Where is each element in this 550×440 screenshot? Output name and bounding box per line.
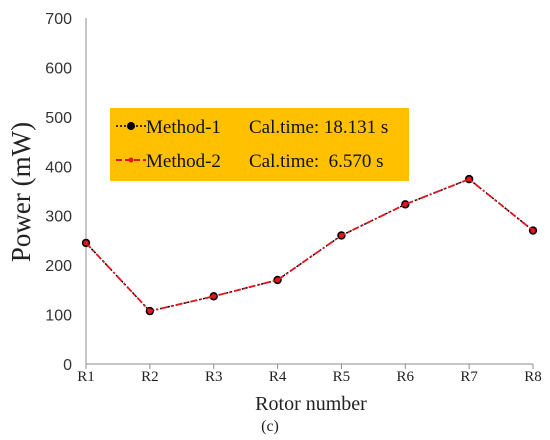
x-tick-labels: R1 R2 R3 R4 R5 R6 R7 R8 — [77, 364, 542, 385]
y-tick-label: 700 — [45, 11, 72, 28]
x-tick-label: R8 — [524, 369, 542, 385]
series-line-method-2 — [85, 178, 534, 313]
y-tick-label: 400 — [45, 159, 72, 176]
x-tick-label: R1 — [77, 369, 95, 385]
y-tick-label: 300 — [45, 209, 72, 226]
y-tick-label: 600 — [45, 60, 72, 77]
series-line-method-1 — [85, 178, 534, 312]
legend: Method-1 Cal.time: 18.131 s Method-2 Cal… — [110, 108, 409, 181]
legend-marker-method-2 — [128, 157, 134, 163]
legend-background — [110, 108, 409, 181]
x-tick-label: R2 — [141, 369, 159, 385]
x-tick-label: R3 — [205, 369, 223, 385]
data-point-method-2 — [274, 277, 281, 283]
figure-caption: (c) — [261, 418, 279, 435]
y-tick-label: 200 — [45, 258, 72, 275]
data-point-method-2 — [211, 293, 217, 299]
y-axis-title: Power (mW) — [6, 122, 36, 262]
legend-marker-method-1 — [127, 122, 135, 130]
y-tick-label: 100 — [45, 308, 72, 325]
data-point-method-2 — [402, 201, 408, 207]
y-tick-labels: 0 100 200 300 400 500 600 700 — [45, 11, 72, 374]
legend-caltime-method-2: Cal.time: 6.570 s — [249, 151, 384, 172]
y-tick-label: 500 — [45, 110, 72, 127]
axes — [85, 18, 533, 365]
legend-name-method-1: Method-1 — [146, 117, 221, 138]
y-tick-label: 0 — [63, 357, 72, 374]
legend-caltime-method-1: Cal.time: 18.131 s — [249, 117, 388, 138]
x-tick-label: R4 — [269, 369, 287, 385]
legend-name-method-2: Method-2 — [146, 151, 221, 172]
data-point-method-2 — [83, 240, 89, 246]
x-axis-title: Rotor number — [255, 393, 367, 415]
data-point-method-2 — [147, 308, 153, 314]
x-tick-label: R7 — [460, 369, 478, 385]
legend-entry-method-1: Method-1 Cal.time: 18.131 s — [116, 117, 388, 138]
data-point-method-2 — [338, 232, 345, 239]
legend-entry-method-2: Method-2 Cal.time: 6.570 s — [116, 151, 384, 172]
series-lines — [81, 174, 538, 316]
data-point-method-2 — [530, 227, 536, 234]
x-tick-label: R6 — [397, 369, 415, 385]
x-tick-label: R5 — [333, 369, 351, 385]
data-point-method-2 — [466, 176, 472, 182]
